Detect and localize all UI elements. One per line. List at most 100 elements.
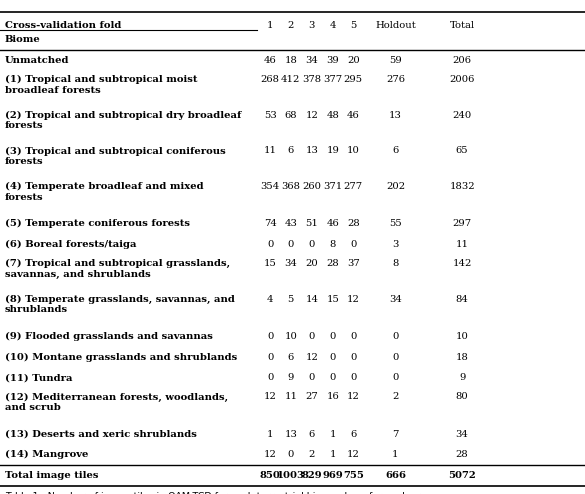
Text: Total image tiles: Total image tiles	[5, 471, 98, 480]
Text: 15: 15	[264, 259, 277, 268]
Text: 0: 0	[267, 373, 273, 382]
Text: 6: 6	[393, 146, 398, 156]
Text: 0: 0	[309, 240, 315, 249]
Text: 0: 0	[330, 353, 336, 362]
Text: (2) Tropical and subtropical dry broadleaf
forests: (2) Tropical and subtropical dry broadle…	[5, 111, 241, 130]
Text: 12: 12	[347, 451, 360, 459]
Text: 277: 277	[344, 182, 363, 191]
Text: 12: 12	[305, 353, 318, 362]
Text: 0: 0	[350, 373, 356, 382]
Text: 20: 20	[347, 56, 360, 65]
Text: 268: 268	[261, 75, 280, 84]
Text: (6) Boreal forests/taiga: (6) Boreal forests/taiga	[5, 240, 136, 249]
Text: 0: 0	[288, 451, 294, 459]
Text: 0: 0	[350, 240, 356, 249]
Text: 412: 412	[281, 75, 301, 84]
Text: 295: 295	[344, 75, 363, 84]
Text: 18: 18	[456, 353, 469, 362]
Text: 46: 46	[347, 111, 360, 120]
Text: 1: 1	[329, 430, 336, 439]
Text: (12) Mediterranean forests, woodlands,
and scrub: (12) Mediterranean forests, woodlands, a…	[5, 392, 228, 412]
Text: 28: 28	[347, 219, 360, 228]
Text: 16: 16	[326, 392, 339, 402]
Text: 377: 377	[324, 75, 342, 84]
Text: 34: 34	[456, 430, 469, 439]
Text: (8) Temperate grasslands, savannas, and
shrublands: (8) Temperate grasslands, savannas, and …	[5, 294, 235, 314]
Text: 297: 297	[453, 219, 472, 228]
Text: 5: 5	[288, 294, 294, 304]
Text: 202: 202	[386, 182, 405, 191]
Text: 666: 666	[385, 471, 406, 480]
Text: 19: 19	[326, 146, 339, 156]
Text: 368: 368	[281, 182, 300, 191]
Text: 13: 13	[305, 146, 318, 156]
Text: 0: 0	[288, 240, 294, 249]
Text: 1: 1	[392, 451, 399, 459]
Text: 1: 1	[267, 21, 274, 30]
Text: 28: 28	[326, 259, 339, 268]
Text: 12: 12	[264, 451, 277, 459]
Text: 378: 378	[302, 75, 321, 84]
Text: 4: 4	[267, 294, 274, 304]
Text: 18: 18	[284, 56, 297, 65]
Text: 11: 11	[264, 146, 277, 156]
Text: 84: 84	[456, 294, 469, 304]
Text: (1) Tropical and subtropical moist
broadleaf forests: (1) Tropical and subtropical moist broad…	[5, 75, 197, 95]
Text: 12: 12	[305, 111, 318, 120]
Text: (14) Mangrove: (14) Mangrove	[5, 451, 88, 459]
Text: (9) Flooded grasslands and savannas: (9) Flooded grasslands and savannas	[5, 332, 212, 341]
Text: 1003: 1003	[277, 471, 305, 480]
Text: (3) Tropical and subtropical coniferous
forests: (3) Tropical and subtropical coniferous …	[5, 146, 225, 166]
Text: 6: 6	[309, 430, 315, 439]
Text: 206: 206	[453, 56, 472, 65]
Text: 0: 0	[393, 353, 398, 362]
Text: 9: 9	[288, 373, 294, 382]
Text: 0: 0	[350, 332, 356, 341]
Text: 53: 53	[264, 111, 277, 120]
Text: 969: 969	[322, 471, 343, 480]
Text: 3: 3	[309, 21, 315, 30]
Text: 0: 0	[267, 353, 273, 362]
Text: 34: 34	[305, 56, 318, 65]
Text: 276: 276	[386, 75, 405, 84]
Text: 10: 10	[456, 332, 469, 341]
Text: 0: 0	[330, 332, 336, 341]
Text: 2: 2	[393, 392, 398, 402]
Text: 850: 850	[260, 471, 281, 480]
Text: Total: Total	[450, 21, 474, 30]
Text: 10: 10	[284, 332, 297, 341]
Text: 260: 260	[302, 182, 321, 191]
Text: 2006: 2006	[449, 75, 475, 84]
Text: 46: 46	[326, 219, 339, 228]
Text: Unmatched: Unmatched	[5, 56, 69, 65]
Text: 12: 12	[347, 392, 360, 402]
Text: 39: 39	[326, 56, 339, 65]
Text: 0: 0	[309, 373, 315, 382]
Text: (11) Tundra: (11) Tundra	[5, 373, 72, 382]
Text: 59: 59	[389, 56, 402, 65]
Text: 74: 74	[264, 219, 277, 228]
Text: 11: 11	[284, 392, 297, 402]
Text: 2: 2	[288, 21, 294, 30]
Text: (10) Montane grasslands and shrublands: (10) Montane grasslands and shrublands	[5, 353, 237, 362]
Text: 13: 13	[389, 111, 402, 120]
Text: 20: 20	[305, 259, 318, 268]
Text: Cross-validation fold: Cross-validation fold	[5, 21, 121, 30]
Text: 12: 12	[347, 294, 360, 304]
Text: 46: 46	[264, 56, 277, 65]
Text: 1832: 1832	[449, 182, 475, 191]
Text: 5072: 5072	[448, 471, 476, 480]
Text: 80: 80	[456, 392, 469, 402]
Text: 34: 34	[284, 259, 297, 268]
Text: (13) Deserts and xeric shrublands: (13) Deserts and xeric shrublands	[5, 430, 197, 439]
Text: 10: 10	[347, 146, 360, 156]
Text: 0: 0	[267, 240, 273, 249]
Text: 37: 37	[347, 259, 360, 268]
Text: 13: 13	[284, 430, 297, 439]
Text: 240: 240	[453, 111, 472, 120]
Text: 12: 12	[264, 392, 277, 402]
Text: 48: 48	[326, 111, 339, 120]
Text: 1: 1	[329, 451, 336, 459]
Text: Holdout: Holdout	[375, 21, 416, 30]
Text: 4: 4	[329, 21, 336, 30]
